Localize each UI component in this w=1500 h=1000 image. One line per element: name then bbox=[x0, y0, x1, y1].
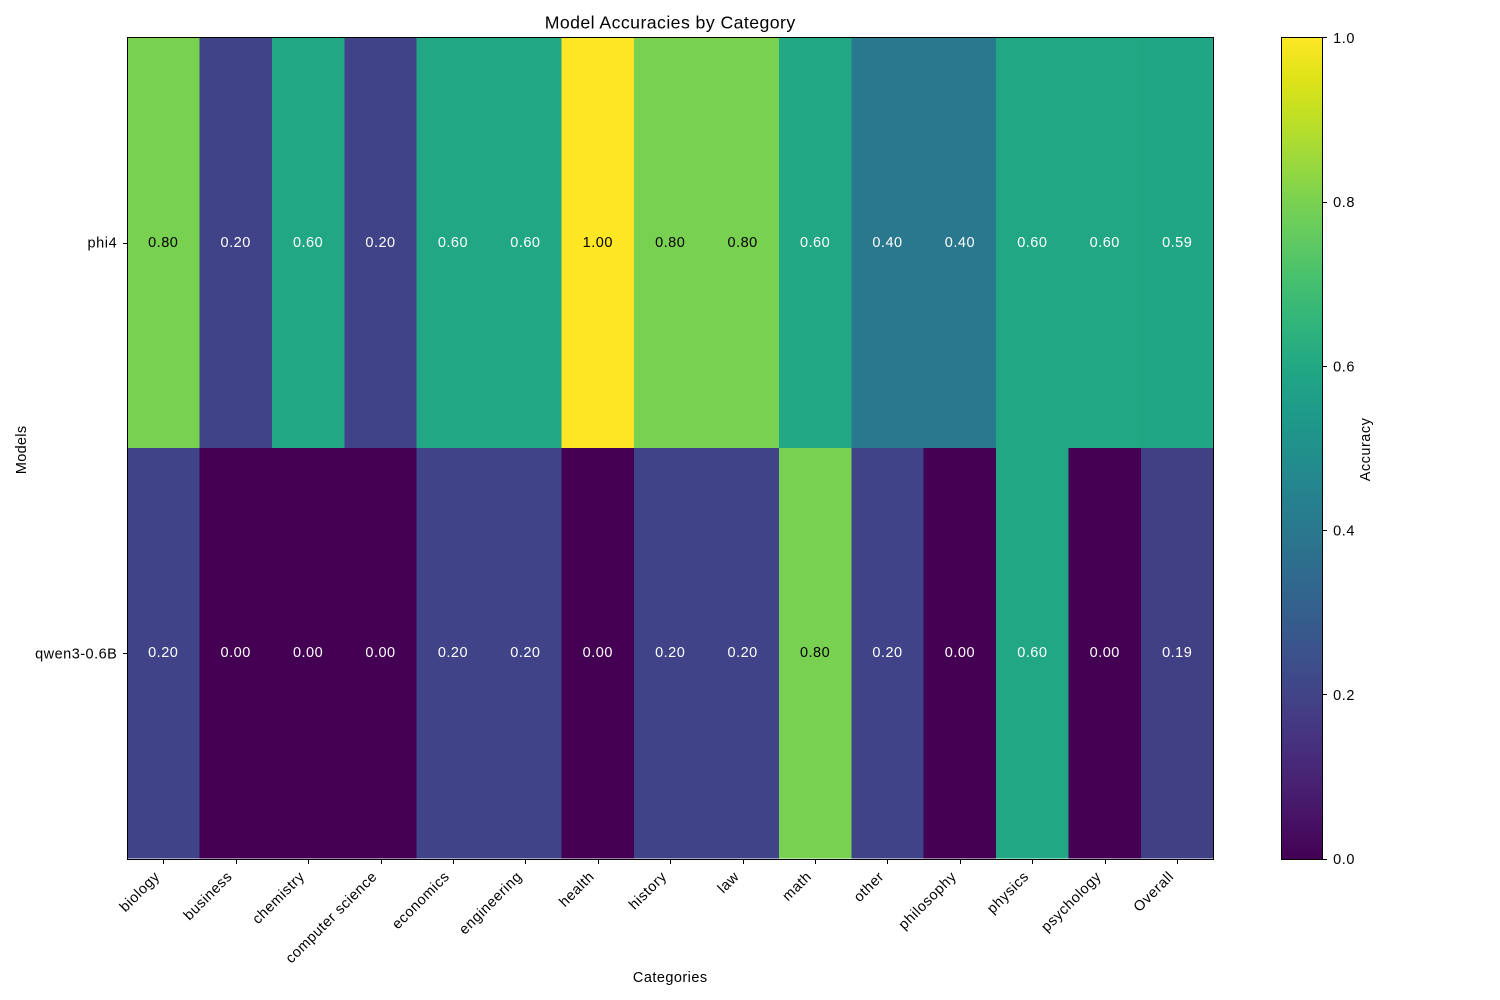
svg-text:0.00: 0.00 bbox=[293, 645, 323, 661]
svg-text:Accuracy: Accuracy bbox=[1358, 417, 1374, 481]
svg-text:0.00: 0.00 bbox=[365, 645, 395, 661]
svg-text:0.59: 0.59 bbox=[1162, 235, 1192, 251]
svg-text:0.60: 0.60 bbox=[800, 235, 830, 251]
svg-text:0.2: 0.2 bbox=[1333, 688, 1355, 704]
svg-text:0.60: 0.60 bbox=[438, 235, 468, 251]
svg-text:0.0: 0.0 bbox=[1333, 852, 1355, 868]
svg-text:0.80: 0.80 bbox=[655, 235, 685, 251]
svg-text:0.60: 0.60 bbox=[1090, 235, 1120, 251]
svg-text:0.6: 0.6 bbox=[1333, 359, 1355, 375]
svg-text:0.40: 0.40 bbox=[872, 235, 902, 251]
svg-text:0.20: 0.20 bbox=[148, 645, 178, 661]
svg-text:phi4: phi4 bbox=[87, 236, 117, 252]
svg-text:0.60: 0.60 bbox=[293, 235, 323, 251]
svg-text:0.19: 0.19 bbox=[1162, 645, 1192, 661]
svg-text:1.0: 1.0 bbox=[1333, 31, 1355, 47]
svg-text:0.80: 0.80 bbox=[728, 235, 758, 251]
svg-text:0.8: 0.8 bbox=[1333, 195, 1355, 211]
svg-text:0.20: 0.20 bbox=[438, 645, 468, 661]
svg-text:0.00: 0.00 bbox=[1090, 645, 1120, 661]
svg-text:0.00: 0.00 bbox=[221, 645, 251, 661]
svg-text:0.40: 0.40 bbox=[945, 235, 975, 251]
svg-text:0.00: 0.00 bbox=[945, 645, 975, 661]
svg-text:0.4: 0.4 bbox=[1333, 524, 1355, 540]
svg-text:Categories: Categories bbox=[633, 970, 708, 986]
svg-text:0.20: 0.20 bbox=[221, 235, 251, 251]
svg-text:0.60: 0.60 bbox=[1017, 235, 1047, 251]
svg-text:1.00: 1.00 bbox=[583, 235, 613, 251]
svg-text:Model Accuracies by Category: Model Accuracies by Category bbox=[545, 12, 796, 32]
svg-text:0.20: 0.20 bbox=[365, 235, 395, 251]
svg-text:0.60: 0.60 bbox=[510, 235, 540, 251]
svg-text:0.20: 0.20 bbox=[872, 645, 902, 661]
svg-text:0.20: 0.20 bbox=[655, 645, 685, 661]
svg-text:0.00: 0.00 bbox=[583, 645, 613, 661]
svg-text:Models: Models bbox=[14, 426, 30, 475]
svg-text:0.60: 0.60 bbox=[1017, 645, 1047, 661]
svg-text:0.20: 0.20 bbox=[510, 645, 540, 661]
svg-text:qwen3-0.6B: qwen3-0.6B bbox=[35, 647, 117, 663]
svg-text:0.80: 0.80 bbox=[800, 645, 830, 661]
svg-text:0.80: 0.80 bbox=[148, 235, 178, 251]
svg-text:0.20: 0.20 bbox=[728, 645, 758, 661]
